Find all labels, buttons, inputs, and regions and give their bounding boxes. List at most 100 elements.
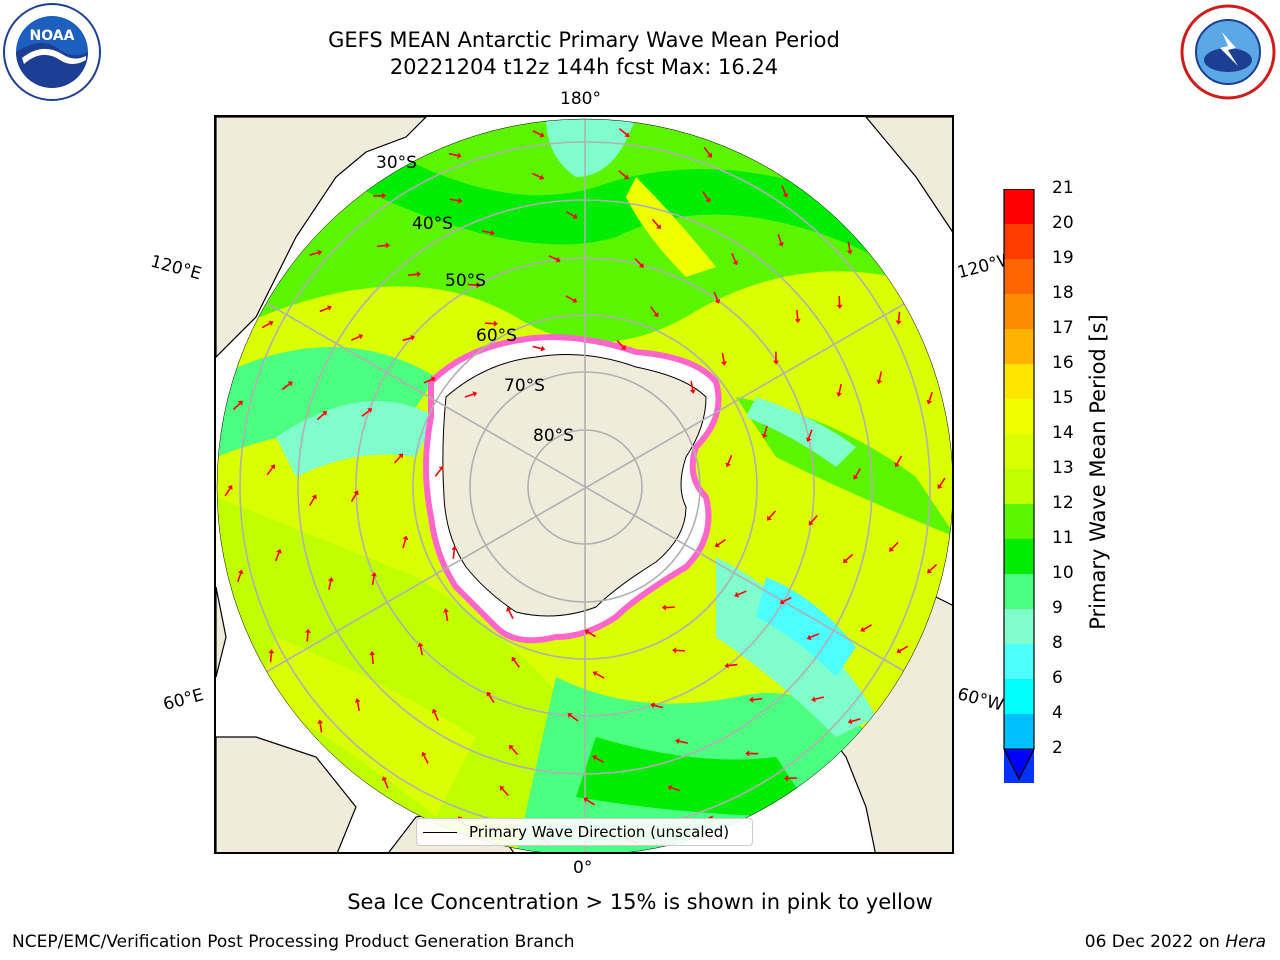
period-band-11: [336, 137, 916, 277]
wave-arrow-head: [794, 318, 801, 324]
wave-arrow-head: [276, 548, 282, 554]
wave-arrow-shaft: [634, 257, 642, 266]
wave-arrow-head: [227, 485, 233, 491]
wave-arrow-head: [287, 381, 293, 387]
wave-arrow-head: [555, 256, 561, 263]
wave-arrow-head: [458, 197, 463, 204]
noaa-logo: NOAA: [2, 2, 102, 102]
wave-arrow-head: [721, 361, 727, 366]
wave-arrow-shaft: [851, 718, 861, 723]
colorbar-tick-label: 9: [1052, 598, 1063, 618]
wave-arrow-head: [653, 312, 659, 318]
wave-arrow-head: [623, 174, 629, 180]
wave-arrow-head: [268, 649, 275, 654]
wave-arrow-shaft: [309, 251, 319, 256]
colorbar-segment: [1004, 224, 1034, 259]
wave-arrow-head: [476, 282, 481, 289]
wave-arrow-shaft: [808, 429, 813, 439]
colorbar-segment: [1004, 399, 1034, 434]
meridian-label-60w: 60°W: [955, 684, 1006, 716]
wave-arrow-shaft: [616, 339, 624, 348]
wave-arrow-head: [583, 797, 589, 803]
wave-direction-arrows: [224, 128, 946, 846]
wave-arrow-head: [745, 750, 750, 757]
wave-arrow-shaft: [274, 552, 280, 562]
wave-arrow-head: [836, 304, 843, 309]
wave-arrow-shaft: [654, 704, 664, 709]
wave-arrow-head: [672, 647, 677, 654]
wave-arrow-head: [416, 271, 422, 278]
chart-title: GEFS MEAN Antarctic Primary Wave Mean Pe…: [328, 28, 840, 52]
wave-arrow-shaft: [448, 152, 458, 157]
map-legend: Primary Wave Direction (unscaled): [416, 818, 753, 846]
period-band-14: [256, 637, 476, 817]
footer-date-text: 06 Dec 2022 on: [1084, 932, 1220, 952]
colorbar-tick-label: 2: [1052, 738, 1063, 758]
wave-arrow-shaft: [781, 185, 787, 195]
wave-arrow-shaft: [464, 393, 474, 398]
lat-label-70s: 70°S: [504, 376, 545, 396]
lat-label-80s: 80°S: [533, 426, 574, 446]
antarctica: [442, 354, 707, 617]
wave-arrow-shaft: [319, 307, 329, 313]
wave-arrow-head: [584, 629, 590, 635]
colorbar-segment: [1004, 469, 1034, 504]
wave-arrow-shaft: [763, 425, 768, 435]
wave-arrow-head: [486, 691, 492, 697]
wave-arrow-shaft: [511, 747, 519, 756]
meridian-label-0: 0°: [573, 858, 593, 878]
wave-arrow-head: [782, 192, 789, 198]
wave-arrow-head: [367, 408, 373, 414]
wave-arrow-head: [358, 333, 364, 340]
legend-label: Primary Wave Direction (unscaled): [469, 823, 730, 841]
wave-arrow-head: [714, 299, 721, 304]
wave-arrow-shaft: [319, 723, 323, 733]
period-band-15: [626, 177, 716, 277]
colorbar-tick-label: 17: [1052, 318, 1074, 338]
footer-host: Hera: [1225, 932, 1266, 952]
wave-arrow-head: [656, 224, 662, 230]
wave-arrow-shaft: [531, 172, 541, 178]
wave-arrow-head: [353, 490, 359, 496]
wave-arrow-head: [779, 599, 785, 605]
wave-arrow-shaft: [482, 230, 492, 234]
wave-arrow-head: [398, 453, 404, 459]
colorbar-tick-label: 10: [1052, 563, 1074, 583]
wave-arrow-shaft: [838, 384, 842, 394]
wave-arrow-shaft: [929, 563, 938, 572]
wave-arrow-shaft: [513, 659, 520, 668]
wave-arrow-shaft: [269, 653, 273, 663]
wave-arrow-shaft: [402, 337, 412, 342]
wave-arrow-shaft: [419, 646, 424, 656]
wave-arrow-shaft: [232, 402, 241, 411]
wave-arrow-shaft: [452, 549, 456, 559]
wave-arrow-head: [539, 174, 545, 180]
period-band-9c: [716, 557, 876, 737]
wave-arrow-shaft: [899, 645, 909, 652]
wave-arrow-shaft: [266, 467, 274, 476]
colorbar-tick-label: 14: [1052, 423, 1074, 443]
wave-arrow-shaft: [449, 198, 459, 202]
lat-label-40s: 40°S: [412, 214, 453, 234]
wave-arrow-head: [270, 464, 276, 470]
wave-arrow-shaft: [671, 787, 681, 792]
wave-arrow-head: [327, 577, 334, 582]
wave-arrow-shaft: [281, 383, 290, 391]
wave-arrow-head: [472, 391, 478, 397]
wave-arrow-head: [836, 392, 843, 397]
wave-arrow-head: [847, 718, 853, 725]
wave-arrow-shaft: [768, 510, 777, 519]
wave-arrow-shaft: [224, 487, 231, 497]
chart-subtitle: 20221204 t12z 144h fcst Max: 16.24: [389, 55, 779, 79]
wave-arrow-shaft: [434, 468, 442, 477]
wave-arrow-head: [734, 591, 740, 598]
wave-arrow-head: [896, 648, 902, 654]
wave-arrow-shaft: [618, 170, 627, 178]
wave-arrow-head: [431, 708, 438, 714]
wave-arrow-head: [620, 344, 626, 350]
wave-arrow-shaft: [855, 467, 862, 477]
wave-arrow-head: [773, 360, 780, 365]
wave-arrow-shaft: [782, 596, 792, 603]
wave-arrow-shaft: [690, 380, 694, 390]
wave-arrow-shaft: [814, 696, 824, 701]
